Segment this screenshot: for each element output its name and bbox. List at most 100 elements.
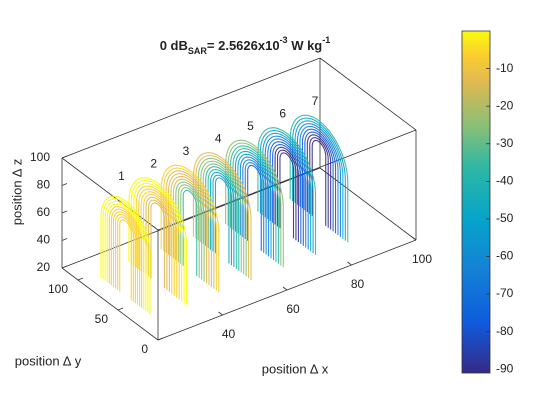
- contour-line: [269, 141, 304, 246]
- z-tick: [61, 238, 68, 241]
- chart-title: 0 dBSAR= 2.5626x10-3 W kg-1: [160, 35, 331, 56]
- contour-line: [212, 174, 232, 266]
- y-tick: [77, 277, 84, 281]
- contour-line: [257, 127, 317, 255]
- contour-line: [147, 199, 168, 291]
- contour-line: [205, 166, 240, 271]
- colorbar-tick-label: -10: [496, 61, 514, 75]
- slice-label: 2: [150, 156, 157, 170]
- box-edge: [61, 57, 321, 159]
- contour-line: [143, 193, 173, 294]
- contour-line: [119, 219, 132, 301]
- slice-label: 7: [312, 94, 319, 108]
- contour-line: [301, 128, 337, 234]
- contour-line: [294, 120, 344, 239]
- contour-line: [306, 134, 332, 230]
- contour-line: [309, 137, 329, 228]
- contour-line: [210, 171, 235, 268]
- x-axis-label: position ∆ x: [262, 361, 329, 376]
- title-exponent: -1: [322, 35, 330, 45]
- z-axis-label: position ∆ z: [9, 159, 24, 226]
- contour-line: [311, 139, 327, 226]
- z-tick: [61, 155, 68, 159]
- contour-line: [112, 211, 139, 305]
- contour-line: [299, 125, 339, 236]
- contour-line: [244, 162, 265, 253]
- contour-line: [133, 182, 183, 302]
- contour-line: [227, 142, 282, 266]
- contour-line: [167, 173, 212, 287]
- contour-line: [138, 188, 178, 298]
- contour-line: [100, 195, 151, 315]
- contour-line: [177, 184, 203, 280]
- contour-line: [296, 123, 341, 237]
- contour-line: [214, 177, 230, 264]
- box-edge: [319, 167, 417, 241]
- z-tick-label: 40: [37, 233, 51, 247]
- x-tick: [411, 236, 417, 241]
- x-tick-label: 80: [351, 277, 365, 291]
- contour-line: [172, 178, 208, 284]
- contour-line: [115, 213, 136, 304]
- box-edge: [319, 57, 417, 131]
- contour-line: [106, 203, 145, 310]
- contour-line: [130, 179, 185, 304]
- contour-line: [276, 149, 297, 241]
- contour-line: [108, 206, 143, 308]
- colorbar: [461, 30, 491, 374]
- contour-line: [135, 185, 180, 300]
- contour-line: [128, 177, 188, 305]
- y-tick-label: 100: [48, 282, 68, 296]
- z-tick-label: 100: [30, 150, 50, 164]
- contour-line: [197, 157, 247, 277]
- contour-line: [104, 200, 147, 312]
- slice-label: 6: [279, 106, 286, 120]
- title-subscript: SAR: [188, 46, 208, 56]
- contour-line: [259, 129, 314, 254]
- x-tick: [347, 261, 352, 266]
- contour-line: [289, 114, 349, 243]
- contour-line: [150, 202, 166, 289]
- z-tick-label: 60: [37, 205, 51, 219]
- y-tick: [157, 337, 164, 341]
- colorbar-tick-label: -60: [496, 249, 514, 263]
- title-prefix: 0 dB: [160, 38, 188, 53]
- contour-line: [262, 132, 312, 252]
- colorbar-tick-label: -90: [496, 361, 514, 375]
- contour-line: [192, 152, 252, 280]
- contour-line: [264, 135, 309, 250]
- z-tick: [61, 265, 68, 269]
- contour-line: [234, 150, 275, 261]
- contour-line: [237, 153, 272, 259]
- contour-line: [232, 148, 277, 262]
- contour-line: [279, 152, 295, 239]
- y-tick: [117, 307, 124, 311]
- contour-line: [200, 160, 245, 275]
- box-edge: [61, 157, 159, 231]
- slice-label: 5: [247, 119, 254, 133]
- contour-line: [207, 168, 237, 269]
- x-tick: [282, 286, 288, 291]
- contour-line: [140, 191, 175, 296]
- y-tick-label: 50: [95, 312, 109, 326]
- contour-line: [175, 181, 205, 282]
- x-tick: [218, 311, 223, 316]
- colorbar-tick-label: -80: [496, 324, 514, 338]
- contour-line: [160, 164, 220, 293]
- z-tick: [61, 210, 68, 214]
- y-axis-label: position ∆ y: [15, 353, 82, 368]
- colorbar-tick-label: -40: [496, 174, 514, 188]
- colorbar-tick-label: -50: [496, 211, 514, 225]
- contour-line: [145, 196, 170, 293]
- contour-line: [292, 117, 346, 241]
- contour-line: [304, 131, 334, 232]
- colorbar-tick-label: -70: [496, 286, 514, 300]
- contour-line: [195, 154, 250, 279]
- x-tick-label: 60: [286, 302, 300, 316]
- x-tick-label: 40: [222, 327, 236, 341]
- contour-line: [239, 156, 270, 257]
- contour-line: [163, 167, 217, 291]
- x-tick-label: 100: [412, 252, 432, 266]
